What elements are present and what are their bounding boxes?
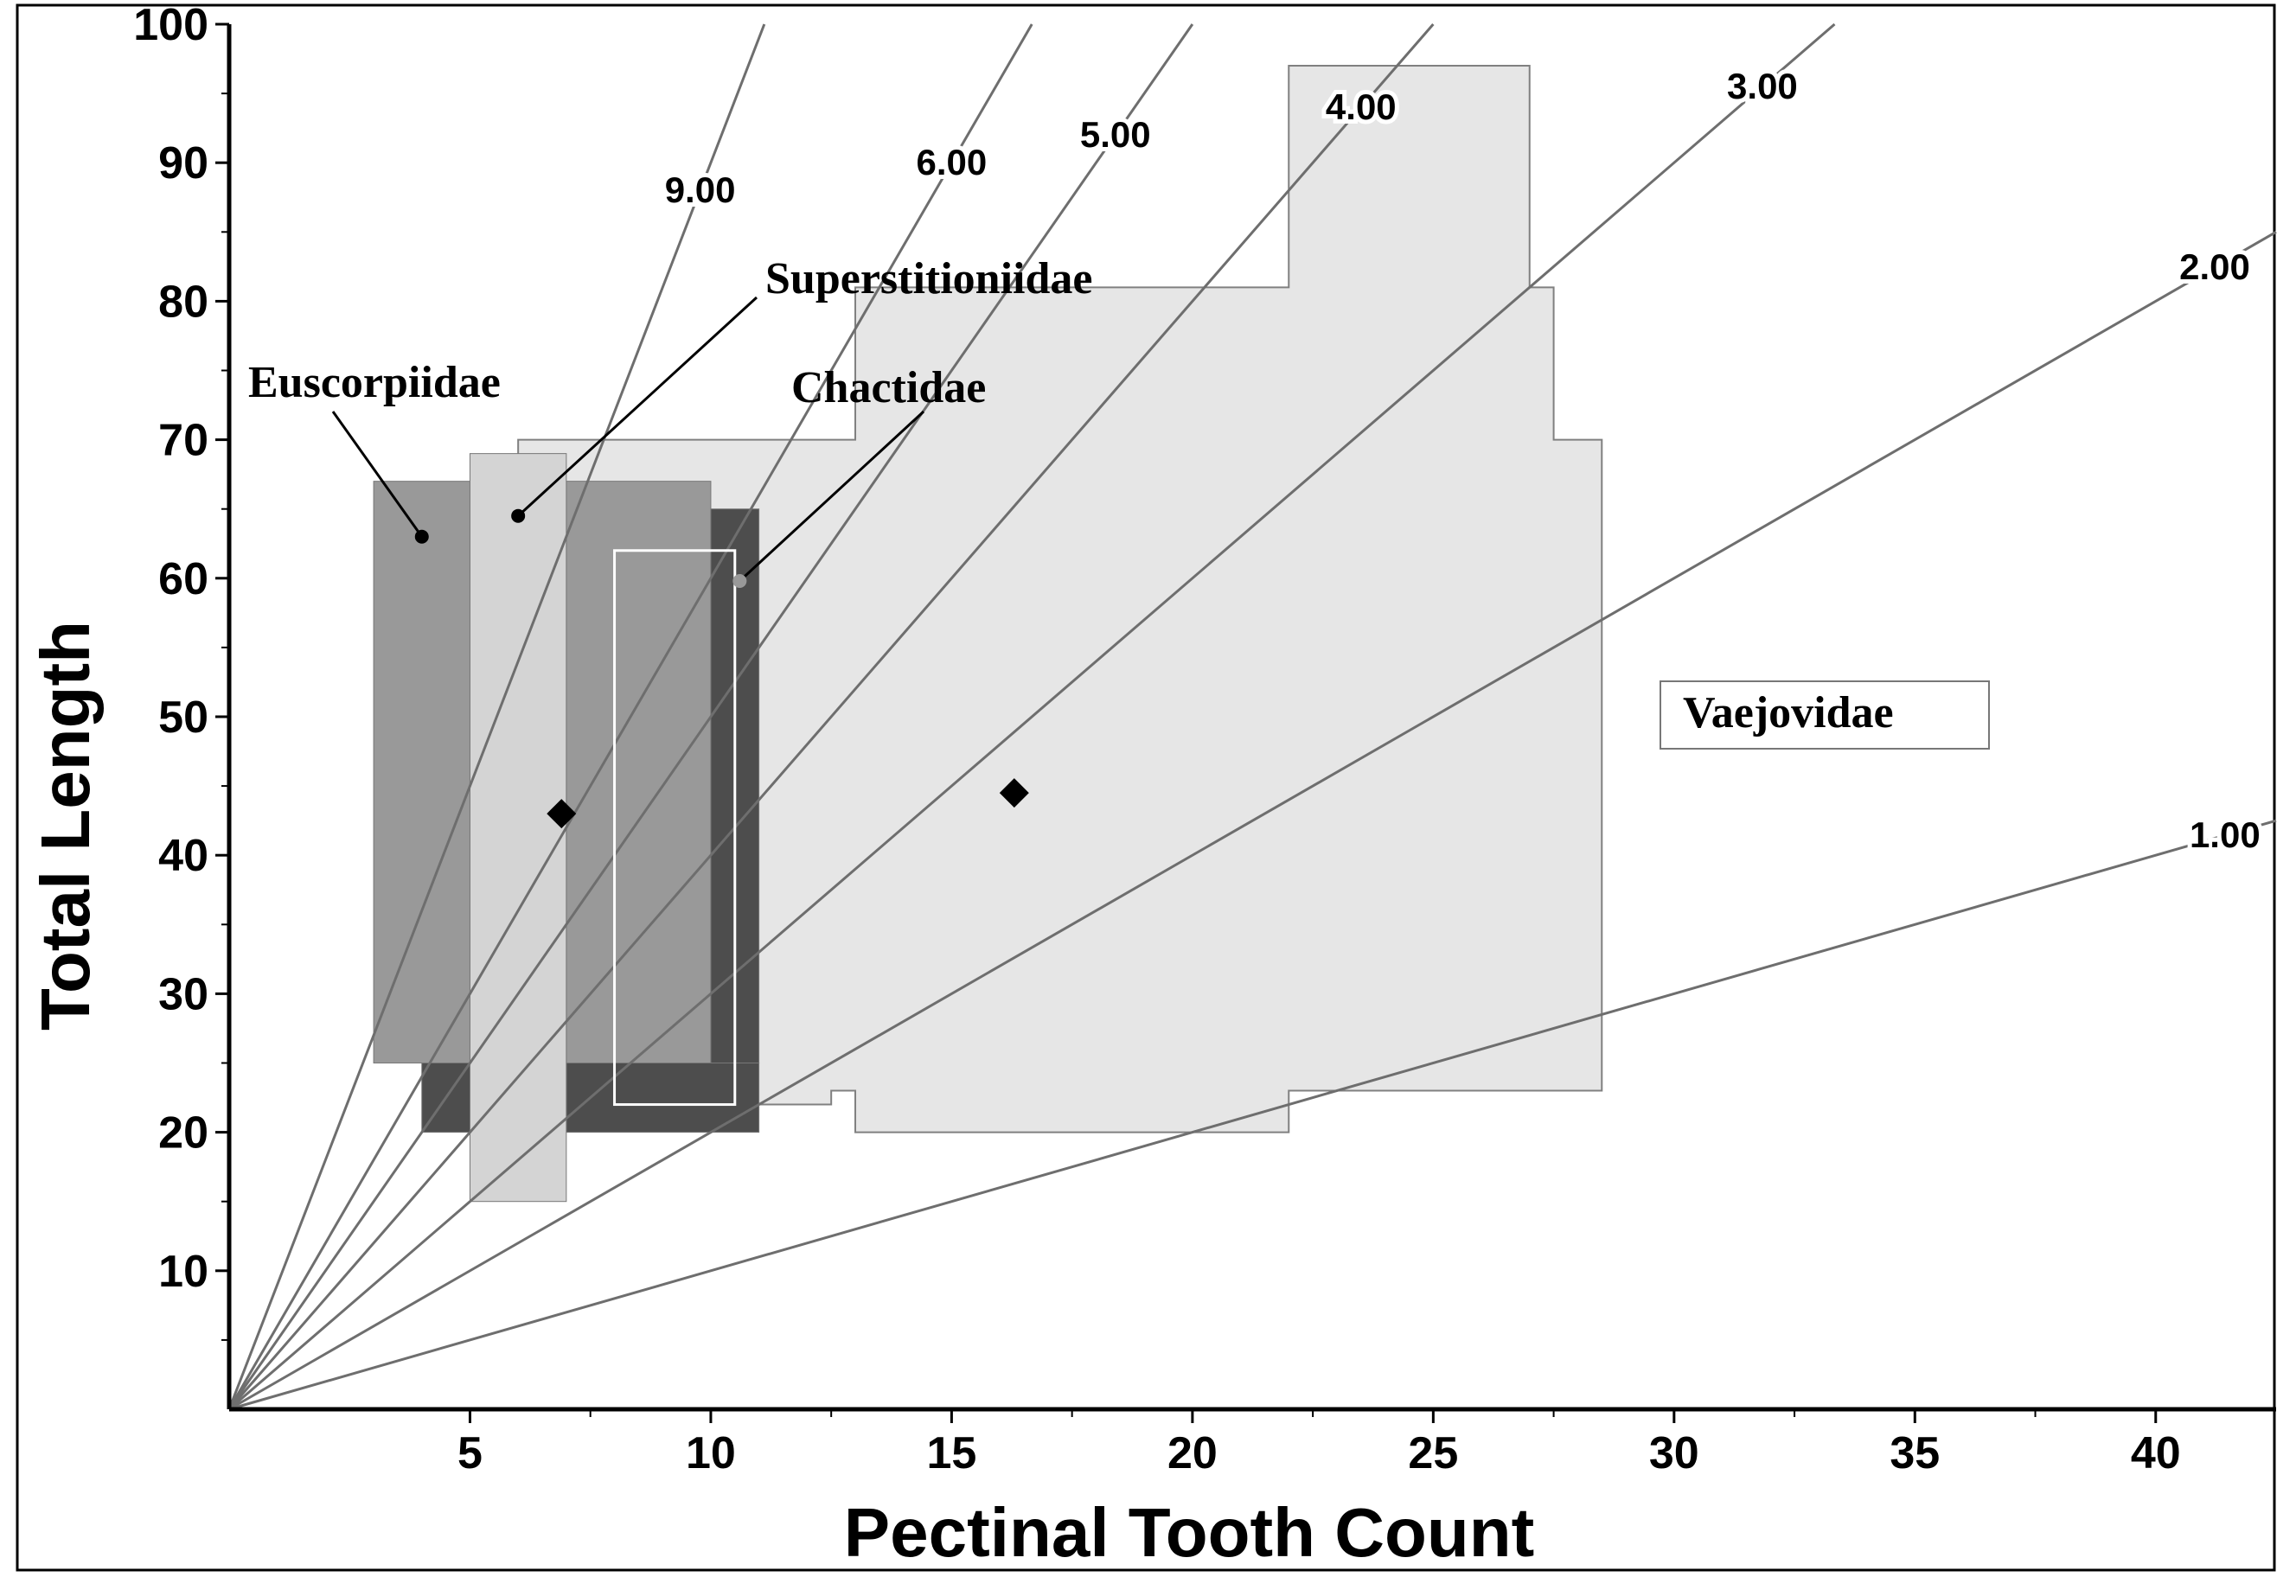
area-superstitioniidae-1 [469,453,567,1203]
area-euscorpiidae-2 [566,481,712,1063]
pointer-dot-chactidae [732,574,747,589]
pointer-dot-euscorpiidae [414,529,429,544]
x-tick-label-5: 5 [457,1428,483,1478]
x-tick-label-20: 20 [1167,1428,1218,1478]
y-tick-label-70: 70 [158,416,208,466]
ratio-line-4-00 [227,23,1435,1410]
family-label-box-vaejovidae [1660,680,1990,750]
ratio-label-6-00: 6.00 [917,142,988,182]
ratio-label-3-00: 3.00 [1727,66,1798,106]
y-axis-title: Total Length [27,621,104,1031]
x-tick-label-30: 30 [1649,1428,1699,1478]
x-tick-label-35: 35 [1890,1428,1940,1478]
ratio-label-4-00: 4.00 [1326,86,1397,127]
pointer-dot-superstitioniidae [511,508,526,523]
y-tick-label-50: 50 [158,693,208,743]
ratio-line-1-00 [228,819,2277,1411]
y-tick-label-100: 100 [133,0,208,50]
label-pointers [331,296,925,589]
ratio-line-3-00 [228,22,1836,1411]
x-tick-label-15: 15 [926,1428,976,1478]
y-tick-label-60: 60 [158,554,208,604]
y-tick-label-10: 10 [158,1247,208,1297]
ticks: 5 10 15 20 25 30 35 40 10 20 30 40 50 60 70 80 90 100 [133,0,2180,1478]
ratio-line-5-00 [227,23,1194,1410]
area-euscorpiidae-1 [373,481,470,1063]
y-tick-label-80: 80 [158,277,208,327]
x-axis-title: Pectinal Tooth Count [844,1494,1534,1571]
ratio-line-9-00 [227,23,766,1410]
pointer-line-euscorpiidae [331,411,423,538]
y-tick-label-30: 30 [158,969,208,1019]
ratio-line-6-00 [227,23,1033,1410]
y-tick-label-90: 90 [158,138,208,188]
ratio-lines: 9.00 6.00 5.00 4.00 3.00 2.00 1.00 [227,22,2277,1411]
family-label-chactidae: Chactidae [791,363,986,412]
ratio-line-2-00 [228,230,2277,1411]
area-vaejovidae [517,65,1603,1133]
pointer-line-chactidae [739,410,925,583]
area-chactidae-2 [566,1063,760,1133]
pointer-line-superstitioniidae [517,296,758,517]
mean-point-1 [547,799,577,829]
ratio-label-2-00: 2.00 [2179,246,2250,287]
ratio-label-9-00: 9.00 [665,169,736,210]
y-tick-label-40: 40 [158,831,208,881]
family-label-superstitioniidae: Superstitioniidae [765,254,1093,303]
white-outline-rect [613,549,737,1107]
mean-markers [547,778,1029,829]
ratio-label-1-00: 1.00 [2190,814,2261,855]
family-label-vaejovidae: Vaejovidae [1683,688,1894,737]
white-outline-layer [613,549,737,1107]
x-tick-label-10: 10 [686,1428,736,1478]
ratio-label-5-00: 5.00 [1080,114,1151,155]
mean-point-2 [999,778,1029,808]
x-tick-label-40: 40 [2131,1428,2181,1478]
y-tick-label-20: 20 [158,1108,208,1159]
figure-frame [16,3,2276,1572]
x-tick-label-25: 25 [1408,1428,1458,1478]
family-label-euscorpiidae: Euscorpiidae [248,358,501,407]
